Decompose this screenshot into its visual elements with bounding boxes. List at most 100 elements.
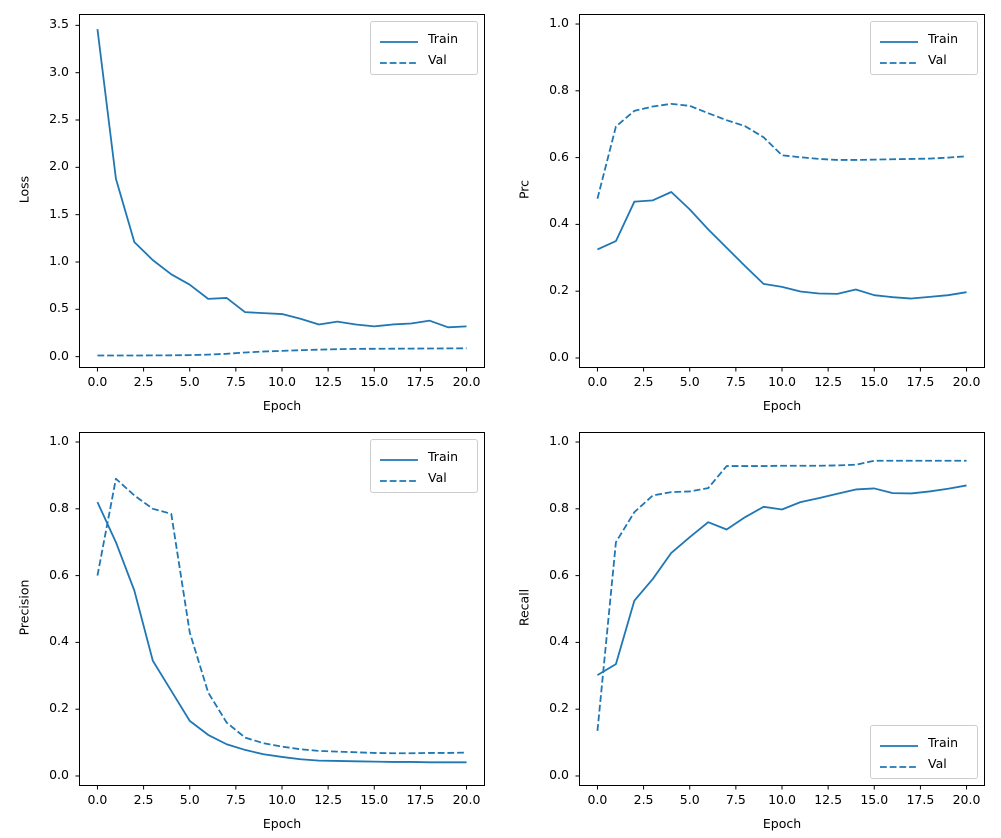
xtick-label: 17.5 xyxy=(406,374,435,389)
series-line-train xyxy=(96,501,467,764)
xtick-label: 15.0 xyxy=(860,374,889,389)
xtick-label: 10.0 xyxy=(768,374,796,389)
yaxis-label-recall: Recall xyxy=(516,588,532,627)
xtick-label: 7.5 xyxy=(225,792,246,807)
legend-label-train: Train xyxy=(928,735,958,750)
ytick-label: 0.8 xyxy=(49,499,69,515)
xaxis-label-precision: Epoch xyxy=(262,816,302,831)
ytick-label: 0.4 xyxy=(549,215,569,231)
ytick-label: 0.0 xyxy=(549,348,569,364)
ytick-label: 0.6 xyxy=(549,566,569,582)
legend-label-val: Val xyxy=(928,52,947,67)
xtick-label: 15.0 xyxy=(360,792,389,807)
series-line-val xyxy=(97,347,467,357)
xtick-label: 12.5 xyxy=(814,374,843,389)
legend-label-val: Val xyxy=(428,52,447,67)
xtick-label: 7.5 xyxy=(725,374,746,389)
legend-entry-val[interactable]: Val xyxy=(879,753,969,774)
xtick-label: 0.0 xyxy=(587,792,608,807)
ytick-label: 1.0 xyxy=(549,433,569,449)
series-line-val xyxy=(596,102,967,199)
xtick-label: 5.0 xyxy=(179,792,200,807)
legend-swatch-val xyxy=(879,54,919,66)
legend-entry-train[interactable]: Train xyxy=(379,446,469,467)
plot-area-prc xyxy=(575,23,968,372)
legend-prc[interactable]: Train Val xyxy=(870,21,978,75)
xtick-label: 15.0 xyxy=(860,792,889,807)
ytick-label: 0.2 xyxy=(49,700,69,716)
legend-label-train: Train xyxy=(428,449,458,464)
xtick-label: 17.5 xyxy=(906,374,935,389)
xtick-label: 17.5 xyxy=(906,792,935,807)
ytick-label: 3.0 xyxy=(49,63,69,79)
ytick-label: 0.0 xyxy=(49,347,69,363)
legend-label-val: Val xyxy=(928,756,947,771)
series-line-val xyxy=(96,477,467,755)
xtick-label: 12.5 xyxy=(314,792,343,807)
xaxis-label-recall: Epoch xyxy=(762,816,802,831)
ytick-label: 1.0 xyxy=(549,15,569,31)
legend-swatch-val xyxy=(379,472,419,484)
xtick-label: 7.5 xyxy=(225,374,246,389)
legend-loss[interactable]: Train Val xyxy=(370,21,478,75)
xtick-label: 17.5 xyxy=(406,792,435,807)
series-line-train xyxy=(96,29,467,329)
legend-entry-train[interactable]: Train xyxy=(379,28,469,49)
yaxis-label-prc: Prc xyxy=(516,179,532,200)
xtick-label: 5.0 xyxy=(679,374,700,389)
legend-recall[interactable]: Train Val xyxy=(870,725,978,779)
xaxis-label-loss: Epoch xyxy=(262,398,302,413)
ytick-label: 0.0 xyxy=(49,766,69,782)
ytick-label: 0.2 xyxy=(549,282,569,298)
xtick-label: 7.5 xyxy=(725,792,746,807)
legend-label-train: Train xyxy=(428,31,458,46)
xtick-label: 20.0 xyxy=(452,374,481,389)
xtick-label: 10.0 xyxy=(768,792,796,807)
xtick-label: 12.5 xyxy=(314,374,343,389)
xtick-label: 0.0 xyxy=(587,374,608,389)
xtick-label: 5.0 xyxy=(179,374,200,389)
legend-entry-train[interactable]: Train xyxy=(879,732,969,753)
legend-entry-val[interactable]: Val xyxy=(879,49,969,70)
series-line-val xyxy=(596,459,967,731)
xtick-label: 10.0 xyxy=(268,792,296,807)
series-line-train xyxy=(597,191,967,300)
legend-precision[interactable]: Train Val xyxy=(370,439,478,493)
ytick-label: 1.5 xyxy=(49,205,69,221)
series-line-train xyxy=(596,484,967,676)
ytick-label: 0.5 xyxy=(49,300,69,316)
plot-area-loss xyxy=(75,24,468,372)
ytick-label: 0.6 xyxy=(549,148,569,164)
ytick-label: 0.8 xyxy=(549,81,569,97)
xtick-label: 12.5 xyxy=(814,792,843,807)
ytick-label: 0.4 xyxy=(49,633,69,649)
xtick-label: 0.0 xyxy=(87,374,108,389)
xtick-label: 20.0 xyxy=(452,792,481,807)
legend-swatch-val xyxy=(879,758,919,770)
legend-swatch-train xyxy=(879,33,919,45)
ytick-label: 0.0 xyxy=(549,766,569,782)
legend-entry-val[interactable]: Val xyxy=(379,49,469,70)
xtick-label: 2.5 xyxy=(133,792,154,807)
legend-entry-train[interactable]: Train xyxy=(879,28,969,49)
legend-label-train: Train xyxy=(928,31,958,46)
ytick-label: 2.0 xyxy=(49,158,69,174)
legend-entry-val[interactable]: Val xyxy=(379,467,469,488)
ytick-label: 0.6 xyxy=(49,566,69,582)
plot-area-recall xyxy=(575,441,968,790)
ytick-label: 0.4 xyxy=(549,633,569,649)
xtick-label: 20.0 xyxy=(952,792,981,807)
xtick-label: 10.0 xyxy=(268,374,296,389)
xtick-label: 0.0 xyxy=(87,792,108,807)
xtick-label: 5.0 xyxy=(679,792,700,807)
ytick-label: 2.5 xyxy=(49,111,69,126)
legend-swatch-val xyxy=(379,54,419,66)
xtick-label: 20.0 xyxy=(952,374,981,389)
legend-swatch-train xyxy=(379,33,419,45)
xtick-label: 2.5 xyxy=(633,374,654,389)
xtick-label: 2.5 xyxy=(133,374,154,389)
xtick-label: 15.0 xyxy=(360,374,389,389)
legend-swatch-train xyxy=(879,737,919,749)
subplot-precision: Train Val xyxy=(75,432,485,790)
yaxis-label-loss: Loss xyxy=(16,175,32,204)
